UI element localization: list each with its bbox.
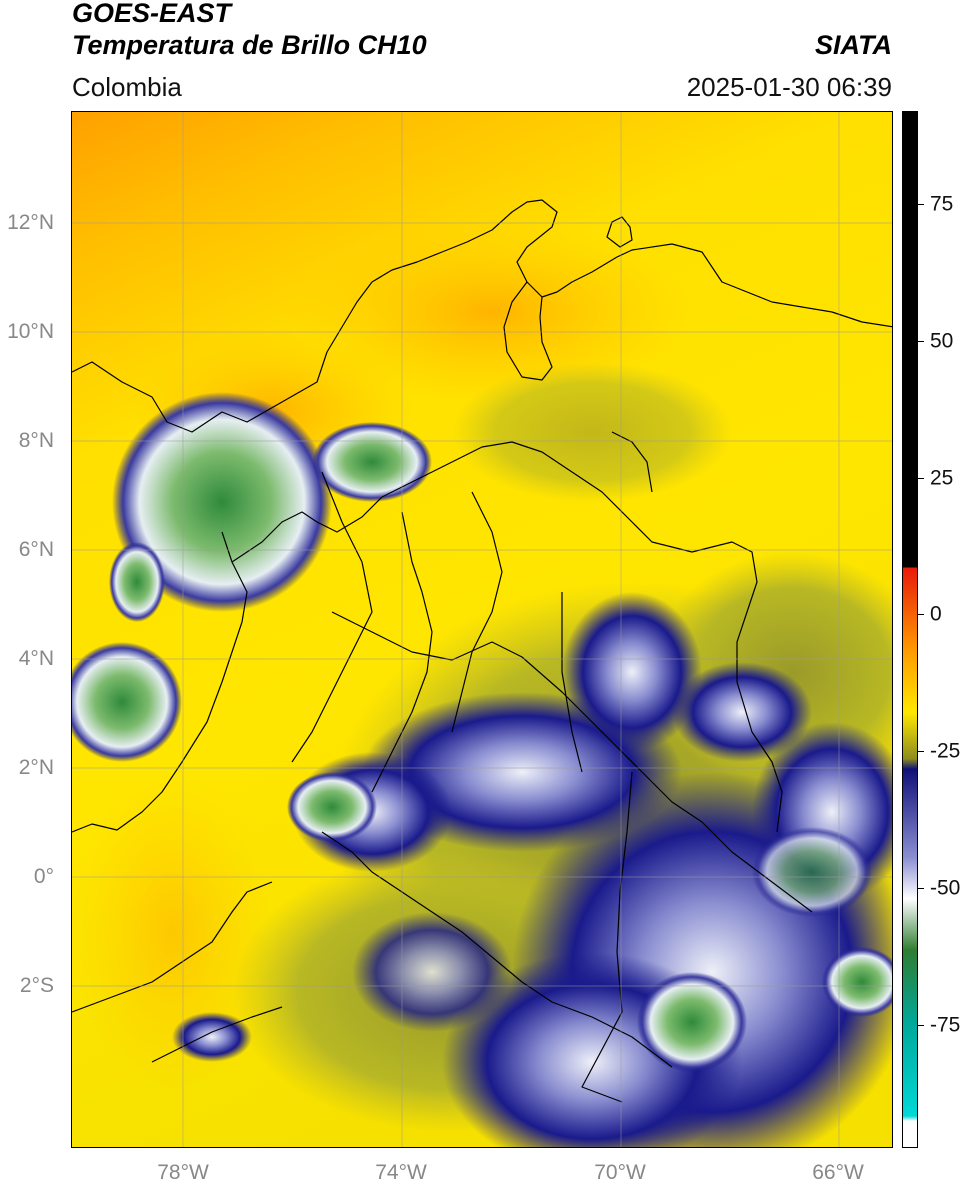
colorbar [902,111,918,1148]
colorbar-tick [918,1025,924,1026]
colorbar-label-50: 50 [930,329,954,353]
colorbar-label-0: 0 [930,602,942,626]
lat-label-8n: 8°N [18,429,54,452]
colorbar-tick [918,341,924,342]
satellite-title: GOES-EAST [72,0,232,28]
lat-label-0: 0° [33,865,54,888]
colorbar-tick [918,751,924,752]
lon-label-66w: 66°W [812,1161,864,1184]
region-label: Colombia [72,72,182,102]
colorbar-label-minus50: -50 [930,876,961,900]
colorbar-label-75: 75 [930,192,954,216]
product-title: Temperatura de Brillo CH10 [72,30,427,60]
lat-label-2n: 2°N [18,756,54,779]
lat-label-12n: 12°N [7,211,54,234]
lon-label-70w: 70°W [594,1161,646,1184]
colorbar-label-25: 25 [930,466,954,490]
colorbar-tick [918,478,924,479]
coastlines-and-borders [72,199,892,1103]
colorbar-label-minus25: -25 [930,739,961,763]
lat-label-6n: 6°N [18,538,54,561]
lat-label-10n: 10°N [7,320,54,343]
convective-cores [72,392,892,1072]
colorbar-tick [918,614,924,615]
map-panel[interactable] [71,111,893,1148]
colorbar-tick [918,888,924,889]
agency-label: SIATA [815,30,892,60]
graticule [72,112,892,1147]
lon-label-78w: 78°W [157,1161,209,1184]
colorbar-tick [918,204,924,205]
timestamp: 2025-01-30 06:39 [686,72,892,102]
lon-label-74w: 74°W [375,1161,427,1184]
brightness-temperature-map [72,112,892,1147]
lat-label-4n: 4°N [18,647,54,670]
lat-label-2s: 2°S [19,974,54,997]
colorbar-label-minus75: -75 [930,1013,961,1037]
